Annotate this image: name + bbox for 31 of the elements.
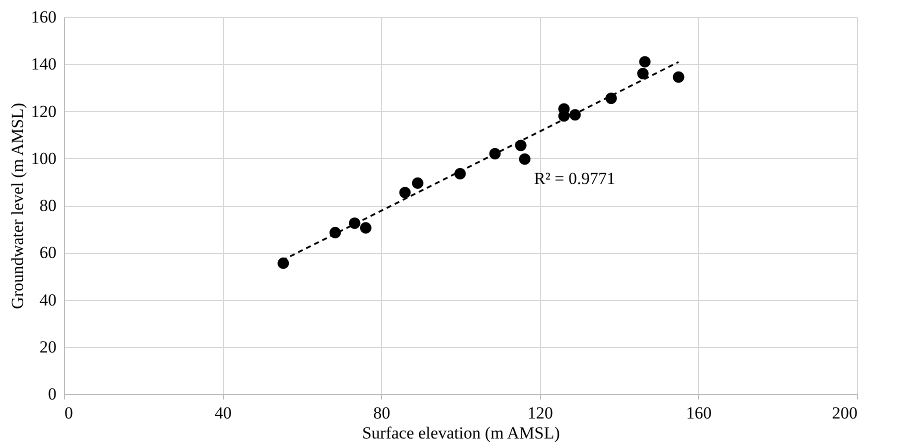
y-tick-label: 160 — [31, 8, 56, 26]
y-tick-label: 60 — [40, 243, 56, 262]
point — [278, 258, 289, 269]
x-tick-label: 120 — [528, 404, 554, 422]
y-axis-title: Groundwater level (m AMSL) — [8, 102, 27, 310]
x-tick-label: 160 — [686, 404, 712, 422]
y-tick-label: 120 — [31, 102, 56, 121]
point — [569, 109, 581, 120]
point — [637, 68, 649, 80]
y-tick-label: 20 — [40, 337, 56, 356]
point — [489, 148, 501, 160]
x-tick-label: 0 — [64, 404, 73, 422]
x-tick-label: 200 — [832, 404, 858, 422]
point — [360, 222, 372, 234]
y-tick-label: 0 — [48, 384, 56, 404]
point — [639, 56, 651, 68]
point — [348, 217, 360, 229]
point — [605, 92, 617, 104]
y-tick-label: 40 — [40, 290, 56, 310]
y-tick-label: 140 — [31, 54, 56, 74]
x-axis-title: Surface elevation (m AMSL) — [362, 424, 560, 442]
point — [515, 140, 526, 152]
x-tick-label: 80 — [373, 404, 390, 422]
y-tick-label: 80 — [40, 196, 56, 215]
x-tick-label: 40 — [214, 404, 232, 422]
y-tick-label: 100 — [31, 148, 56, 168]
point — [519, 153, 530, 165]
point — [412, 177, 424, 189]
point — [399, 186, 411, 198]
point — [672, 71, 684, 83]
annotation: R² = 0.9771 — [534, 169, 616, 188]
